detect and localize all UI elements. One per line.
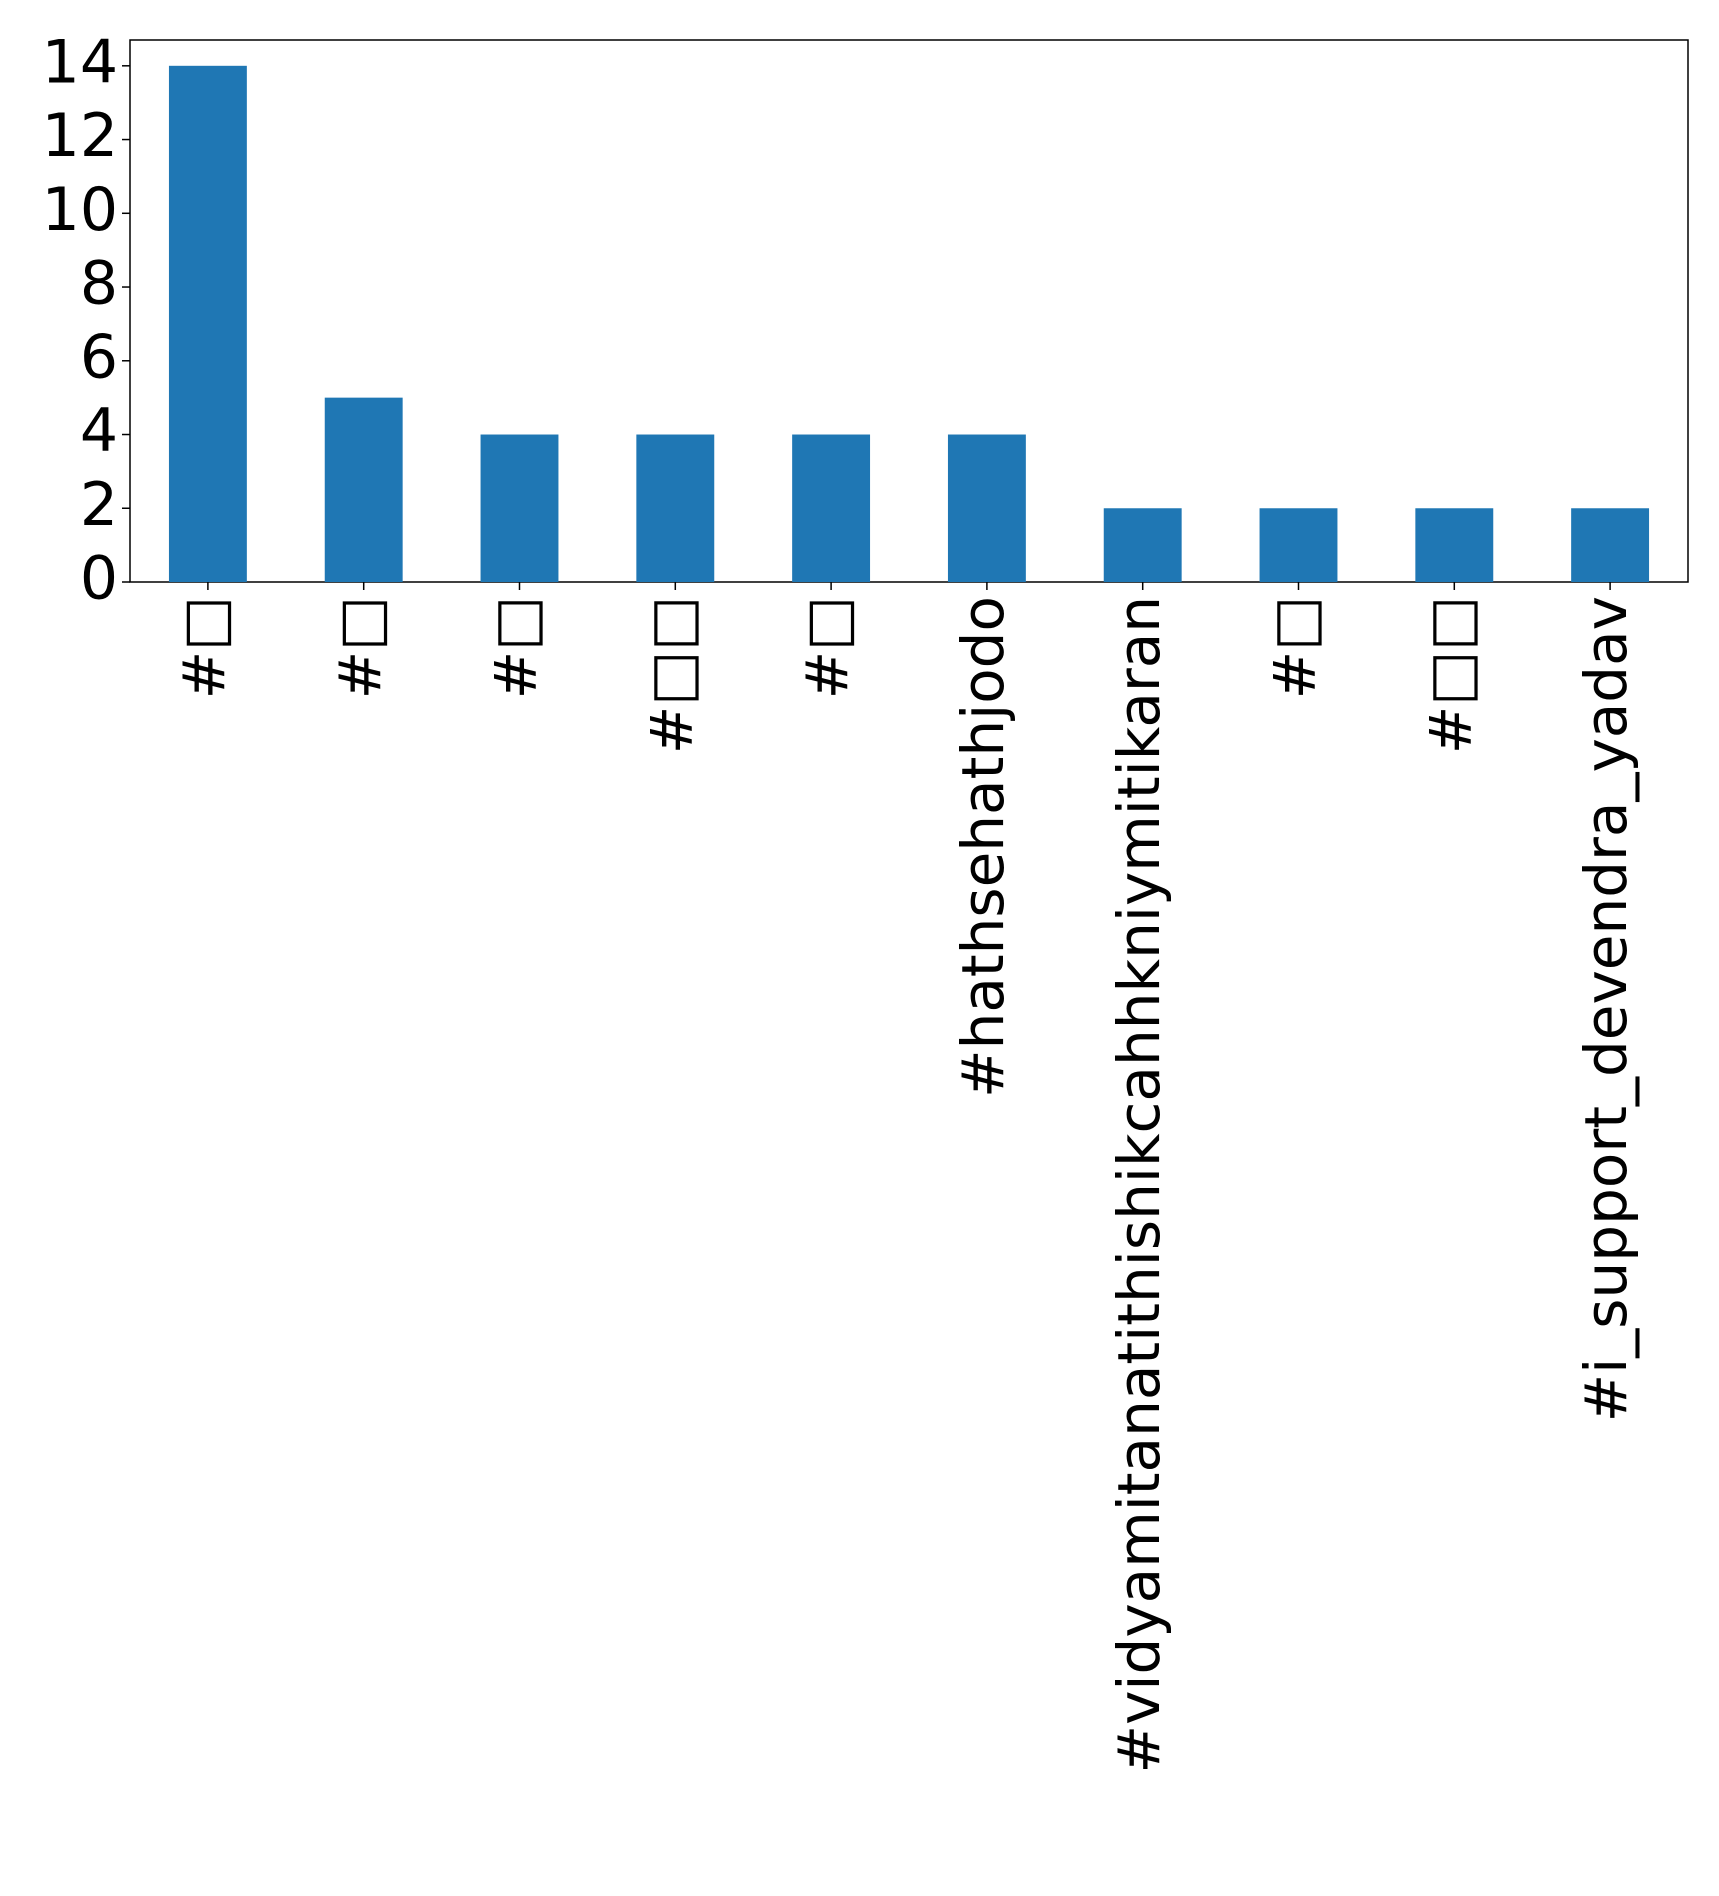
- y-tick-label: 8: [80, 249, 118, 319]
- bar: [168, 65, 247, 583]
- bar: [1259, 508, 1338, 582]
- plot-frame: [129, 39, 1689, 583]
- bar: [947, 434, 1026, 582]
- bar: [1103, 508, 1182, 582]
- x-tick-label: #□: [482, 596, 550, 699]
- x-tick-label: #□: [326, 596, 394, 699]
- y-tick-label: 12: [42, 101, 118, 171]
- y-tick-label: 2: [80, 470, 118, 540]
- x-tick-label: #hathsehathjodo: [949, 596, 1017, 1098]
- y-tick-label: 6: [80, 322, 118, 392]
- bar: [480, 434, 559, 582]
- x-tick-label: #□□: [1416, 596, 1484, 754]
- x-tick-label: #i_support_devendra_yadav: [1572, 596, 1640, 1422]
- bar: [324, 397, 403, 582]
- bar: [636, 434, 715, 582]
- bar: [1571, 508, 1650, 582]
- y-tick-label: 10: [42, 175, 118, 245]
- x-tick-label: #□: [793, 596, 861, 699]
- y-tick-label: 0: [80, 544, 118, 614]
- x-tick-label: #□: [170, 596, 238, 699]
- bar: [1415, 508, 1494, 582]
- x-tick-label: #vidyamitanatithishikcahhkniymitikaran: [1105, 596, 1173, 1774]
- x-tick-label: #□: [1261, 596, 1329, 699]
- y-tick-label: 4: [80, 396, 118, 466]
- y-tick-label: 14: [42, 27, 118, 97]
- x-tick-label: #□□: [637, 596, 705, 754]
- bar: [792, 434, 871, 582]
